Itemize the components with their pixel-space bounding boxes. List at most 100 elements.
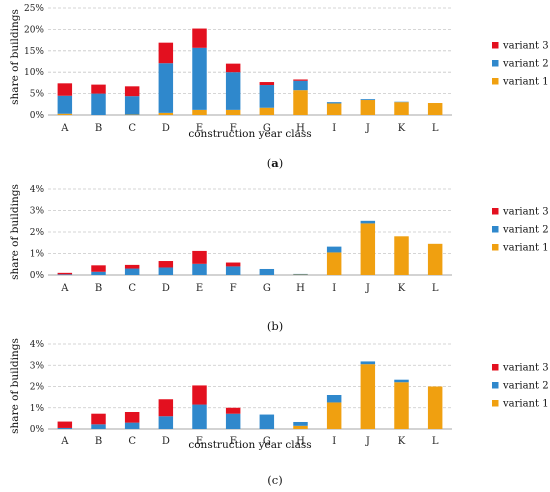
x-tick-label: L <box>432 283 439 294</box>
bar-variant-2-C <box>124 96 140 115</box>
bar-variant-2-A <box>57 274 73 275</box>
x-axis-label: construction year class <box>188 439 311 451</box>
legend-entry: variant 3 <box>502 363 549 374</box>
bar-variant-2-F <box>225 266 241 275</box>
legend-swatch-variant-3 <box>492 208 499 215</box>
bar-variant-1-I <box>326 252 342 275</box>
bar-variant-1-I <box>326 402 342 429</box>
bar-variant-1-J <box>360 364 376 429</box>
x-tick-label: I <box>332 283 336 294</box>
x-tick-label: E <box>196 436 203 447</box>
bar-variant-2-K <box>394 379 409 383</box>
bar-variant-1-J <box>360 100 376 115</box>
y-tick-label: 20% <box>24 25 44 35</box>
y-axis-label: share of buildings <box>9 9 21 105</box>
bar-variant-3-E <box>192 28 207 48</box>
bar-variant-2-D <box>158 63 174 113</box>
x-tick-label: H <box>296 123 305 134</box>
bar-variant-3-C <box>124 264 140 269</box>
bar-variant-2-F <box>225 413 241 429</box>
bar-variant-1-E <box>192 109 207 115</box>
x-axis-label: construction year class <box>188 128 311 140</box>
bar-variant-3-C <box>124 86 140 97</box>
x-tick-label: J <box>365 436 370 447</box>
x-tick-label: I <box>332 436 336 447</box>
y-axis-label: share of buildings <box>9 184 21 280</box>
x-tick-label: H <box>296 436 305 447</box>
bar-variant-1-J <box>360 223 376 275</box>
y-axis-label: share of buildings <box>9 338 21 434</box>
legend-swatch-variant-3 <box>492 364 499 371</box>
x-tick-label: K <box>398 436 406 447</box>
bar-variant-1-I <box>326 103 342 115</box>
bar-variant-3-B <box>91 413 106 425</box>
bar-variant-2-C <box>124 422 140 429</box>
bar-variant-2-H <box>293 421 308 426</box>
legend-swatch-variant-2 <box>492 226 499 233</box>
legend-swatch-variant-3 <box>492 42 499 49</box>
x-tick-label: C <box>128 436 136 447</box>
x-tick-label: G <box>263 283 271 294</box>
bar-variant-3-F <box>225 262 241 267</box>
bar-variant-2-B <box>91 424 106 429</box>
y-tick-label: 0% <box>30 111 45 121</box>
x-tick-label: G <box>263 123 271 134</box>
legend-entry: variant 2 <box>502 59 549 70</box>
bar-variant-2-I <box>326 102 342 104</box>
bar-variant-1-D <box>158 112 174 115</box>
x-tick-label: D <box>162 123 170 134</box>
bar-variant-2-A <box>57 95 73 114</box>
bar-variant-2-D <box>158 267 174 275</box>
bar-variant-2-I <box>326 246 342 253</box>
bar-variant-3-H <box>293 79 308 81</box>
x-tick-label: F <box>230 123 237 134</box>
x-tick-label: K <box>398 283 406 294</box>
bar-variant-3-A <box>57 421 73 428</box>
panel-label: (b) <box>267 319 283 333</box>
x-tick-label: B <box>95 123 102 134</box>
bar-variant-1-L <box>427 243 443 275</box>
bar-variant-2-J <box>360 220 376 224</box>
y-tick-label: 0% <box>30 425 45 435</box>
x-tick-label: J <box>365 123 370 134</box>
legend-entry: variant 2 <box>502 381 549 392</box>
bar-variant-2-E <box>192 263 207 275</box>
bar-variant-2-C <box>124 268 140 275</box>
legend-entry: variant 1 <box>502 77 549 88</box>
y-tick-label: 2% <box>30 383 45 393</box>
panel-label: (a) <box>267 156 283 170</box>
bar-variant-3-E <box>192 250 207 264</box>
x-tick-label: J <box>365 283 370 294</box>
bar-variant-2-B <box>91 271 106 275</box>
legend-swatch-variant-2 <box>492 60 499 67</box>
x-tick-label: L <box>432 436 439 447</box>
legend: variant 3 variant 2 variant 1 <box>492 363 549 410</box>
bar-variant-2-G <box>259 414 275 429</box>
bar-variant-3-B <box>91 84 106 94</box>
x-tick-label: B <box>95 283 102 294</box>
legend-entry: variant 1 <box>502 243 549 254</box>
bar-variant-2-E <box>192 47 207 110</box>
bar-variant-2-F <box>225 72 241 110</box>
y-tick-label: 4% <box>30 340 45 350</box>
x-tick-label: I <box>332 123 336 134</box>
bar-variant-1-K <box>394 382 409 429</box>
x-tick-label: D <box>162 436 170 447</box>
y-tick-label: 1% <box>30 404 45 414</box>
bar-variant-2-H <box>293 80 308 91</box>
bar-variant-2-J <box>360 99 376 101</box>
bar-variant-3-G <box>259 82 275 86</box>
bar-variant-2-A <box>57 427 73 429</box>
y-tick-label: 2% <box>30 228 45 238</box>
bar-variant-2-E <box>192 404 207 429</box>
bar-variant-1-H <box>293 90 308 115</box>
x-tick-label: B <box>95 436 102 447</box>
panel-label: (c) <box>267 473 282 487</box>
bar-variant-1-L <box>427 386 443 429</box>
x-tick-label: L <box>432 123 439 134</box>
bar-variant-1-L <box>427 103 443 115</box>
x-tick-label: F <box>230 283 237 294</box>
